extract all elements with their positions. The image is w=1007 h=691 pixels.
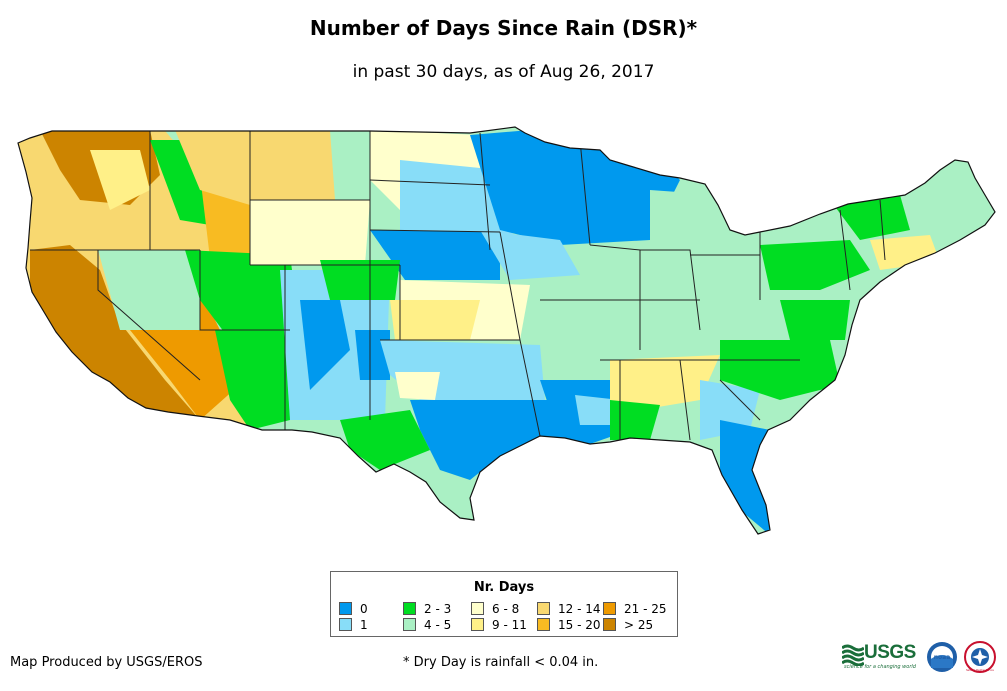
legend-label: 4 - 5 bbox=[424, 618, 452, 632]
legend-swatch bbox=[471, 618, 484, 631]
nws-label: National Weather Service bbox=[966, 669, 994, 672]
legend-label: 12 - 14 bbox=[558, 602, 601, 616]
state-boundaries bbox=[30, 131, 886, 441]
legend-label: 1 bbox=[360, 618, 368, 632]
us-dsr-map bbox=[17, 126, 996, 535]
legend-title: Nr. Days bbox=[473, 580, 535, 595]
legend-swatch bbox=[537, 602, 550, 615]
legend-label: 9 - 11 bbox=[492, 618, 527, 632]
legend-swatch bbox=[537, 618, 550, 631]
legend-swatch bbox=[603, 618, 616, 631]
legend-label: 15 - 20 bbox=[558, 618, 601, 632]
legend-label: 21 - 25 bbox=[624, 602, 667, 616]
usgs-wordmark: USGS bbox=[864, 642, 916, 663]
legend-swatch bbox=[339, 602, 352, 615]
dry-day-footnote: * Dry Day is rainfall < 0.04 in. bbox=[403, 655, 599, 670]
legend-item-6: 12 - 14 bbox=[537, 602, 601, 616]
map-credit: Map Produced by USGS/EROS bbox=[10, 655, 203, 670]
legend-item-5: 9 - 11 bbox=[471, 618, 527, 632]
legend-item-8: 21 - 25 bbox=[603, 602, 667, 616]
legend-item-7: 15 - 20 bbox=[537, 618, 601, 632]
noaa-logo: noaa bbox=[927, 642, 957, 672]
map-subtitle: in past 30 days, as of Aug 26, 2017 bbox=[352, 62, 655, 82]
legend-label: 6 - 8 bbox=[492, 602, 520, 616]
legend-item-9: > 25 bbox=[603, 618, 653, 632]
usgs-wave-icon bbox=[842, 644, 864, 666]
legend-swatch bbox=[471, 602, 484, 615]
legend-swatch bbox=[403, 602, 416, 615]
legend-swatch bbox=[403, 618, 416, 631]
legend-item-2: 2 - 3 bbox=[403, 602, 451, 616]
legend-swatch bbox=[339, 618, 352, 631]
legend-item-4: 6 - 8 bbox=[471, 602, 519, 616]
legend-label: > 25 bbox=[624, 618, 654, 632]
nws-logo: National Weather Service bbox=[964, 641, 996, 673]
usgs-logo: USGS science for a changing world bbox=[842, 640, 922, 672]
legend: Nr. Days 0 1 2 - 3 4 - 5 6 - 8 9 - 11 12… bbox=[330, 571, 678, 637]
dsr-color-regions bbox=[18, 127, 995, 534]
legend-item-1: 1 bbox=[339, 618, 368, 632]
legend-item-3: 4 - 5 bbox=[403, 618, 451, 632]
map-title: Number of Days Since Rain (DSR)* bbox=[309, 16, 698, 40]
noaa-label: noaa bbox=[934, 654, 951, 661]
legend-item-0: 0 bbox=[339, 602, 368, 616]
legend-label: 0 bbox=[360, 602, 368, 616]
legend-label: 2 - 3 bbox=[424, 602, 452, 616]
legend-swatch bbox=[603, 602, 616, 615]
usgs-tagline: science for a changing world bbox=[844, 664, 916, 670]
